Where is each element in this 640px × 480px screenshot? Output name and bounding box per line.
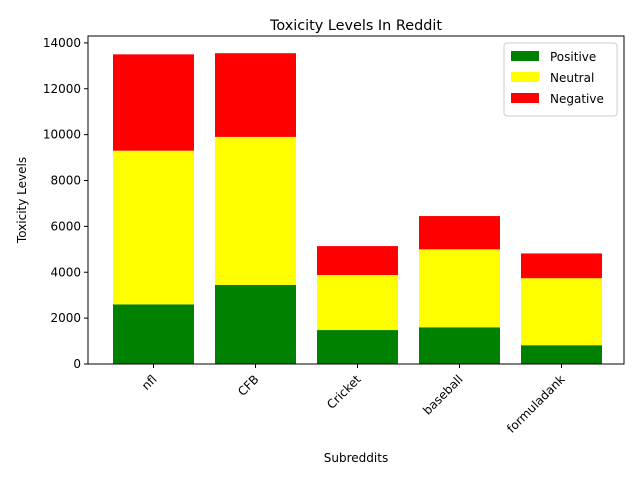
bar-cfb-negative	[215, 53, 296, 137]
bar-cricket-positive	[317, 330, 398, 364]
legend-swatch-positive	[511, 51, 539, 61]
y-tick-label: 14000	[43, 36, 81, 50]
bar-nfl-positive	[113, 304, 194, 364]
bar-formuladank-positive	[521, 345, 602, 364]
chart-title: Toxicity Levels In Reddit	[269, 18, 442, 34]
bar-nfl-neutral	[113, 150, 194, 305]
y-axis-label: Toxicity Levels	[15, 157, 29, 244]
bar-baseball-negative	[419, 216, 500, 250]
x-tick-label: Cricket	[324, 372, 364, 412]
legend: Positive Neutral Negative	[503, 42, 618, 117]
legend-label-neutral: Neutral	[550, 71, 594, 85]
y-tick-label: 6000	[50, 219, 81, 233]
x-axis-label: Subreddits	[324, 451, 388, 465]
bar-baseball-neutral	[419, 249, 500, 328]
bars-layer	[113, 53, 602, 364]
y-tick-label: 10000	[43, 128, 81, 142]
legend-label-negative: Negative	[550, 92, 604, 106]
bar-cfb-positive	[215, 284, 296, 364]
legend-swatch-neutral	[511, 72, 539, 82]
axes-frame	[87, 35, 625, 365]
y-axis-ticks: 0 2000 4000 6000 8000 10000 12000 14000	[43, 36, 88, 371]
bar-cricket-negative	[317, 246, 398, 276]
legend-label-positive: Positive	[550, 50, 596, 64]
x-tick-label: CFB	[235, 372, 262, 399]
bar-baseball-positive	[419, 327, 500, 364]
y-tick-label: 12000	[43, 82, 81, 96]
bar-nfl-negative	[113, 54, 194, 151]
bar-formuladank-neutral	[521, 278, 602, 346]
x-tick-label: nfl	[139, 372, 160, 393]
bar-cricket-neutral	[317, 275, 398, 331]
y-tick-label: 8000	[50, 174, 81, 188]
legend-swatch-negative	[511, 93, 539, 103]
x-tick-label: formuladank	[504, 372, 568, 436]
y-tick-label: 2000	[50, 311, 81, 325]
bar-formuladank-negative	[521, 253, 602, 279]
y-tick-label: 0	[73, 357, 81, 371]
y-tick-label: 4000	[50, 265, 81, 279]
bar-cfb-neutral	[215, 136, 296, 285]
x-tick-label: baseball	[420, 372, 465, 417]
x-axis-ticks: nfl CFB Cricket baseball formuladank	[139, 364, 568, 436]
